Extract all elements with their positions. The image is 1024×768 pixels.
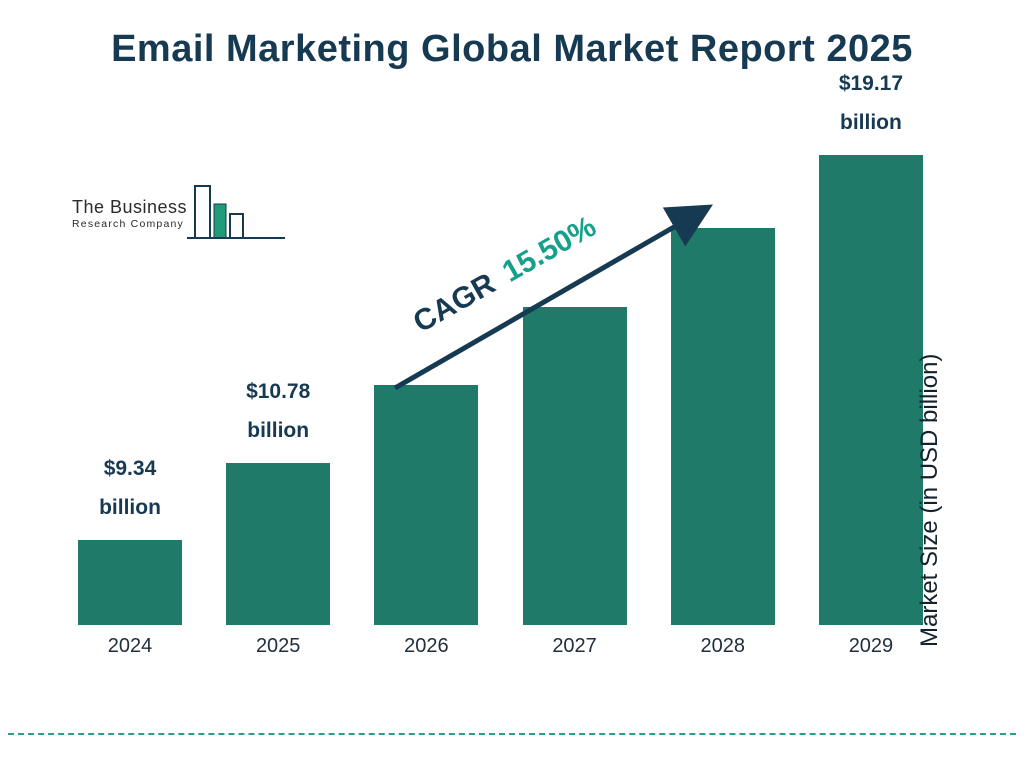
bar-2024 [78,540,182,625]
bar-2027 [522,307,627,625]
logo-text: The Business Research Company [72,197,187,244]
bar-2029 [818,154,923,626]
chart-column: 2026 [374,65,479,660]
x-axis-tick-label: 2024 [107,635,153,657]
chart-column: $10.78 billion 2025 [226,65,331,660]
x-axis-tick-label: 2025 [255,635,301,657]
bar-value-amount: $9.34 [103,457,157,481]
bar-value-label: $9.34 billion [99,450,161,528]
bar-2026 [374,385,479,625]
chart-column: 2027 [522,65,627,660]
bar-value-unit: billion [247,419,310,443]
logo-name-line1: The Business [72,197,188,217]
logo-bar-chart-icon [187,185,286,239]
chart-title: Email Marketing Global Market Report 202… [111,28,913,70]
chart-column: 2028 [670,65,775,660]
company-logo: The Business Research Company [72,182,287,244]
x-axis-tick-label: 2026 [404,635,449,657]
y-axis-label: Market Size (in USD billion) [916,353,943,647]
logo-name-line2: Research Company [72,218,184,230]
x-axis-tick-label: 2029 [848,635,894,658]
bar-value-amount: $19.17 [838,72,904,95]
bar-value-unit: billion [840,110,902,134]
bar-value-amount: $10.78 [246,380,311,404]
bar-chart: $9.34 billion 2024 $10.78 billion 2025 2026 202… [78,65,923,660]
bar-value-label: $19.17 billion [839,65,903,143]
x-axis-tick-label: 2028 [700,635,746,657]
bar-2025 [226,463,331,625]
bar-2028 [670,228,775,625]
bottom-dashed-divider [8,733,1016,735]
bar-value-unit: billion [99,496,161,520]
chart-column: $19.17 billion 2029 [818,65,923,660]
x-axis-tick-label: 2027 [552,635,597,657]
chart-column: $9.34 billion 2024 [78,65,182,660]
bar-value-label: $10.78 billion [246,373,310,451]
